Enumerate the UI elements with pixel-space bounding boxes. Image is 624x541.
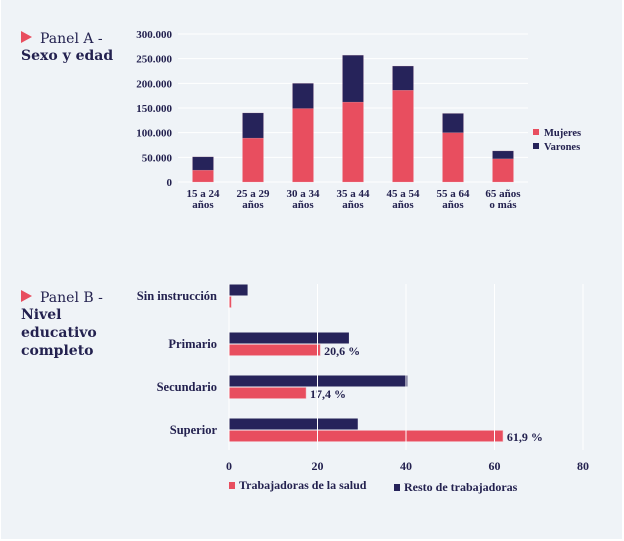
- x-tick-label: o más: [489, 199, 517, 211]
- y-tick-label: 250.000: [136, 54, 172, 66]
- bar-resto-de-trabajadoras: [229, 284, 248, 296]
- x-tick-label: años: [342, 199, 364, 211]
- panel-b-chart: Sin instrucción Primario 20,6 % Secundario 1…: [137, 284, 589, 494]
- y-tick-label: 200.000: [136, 78, 172, 90]
- x-tick-label: años: [392, 199, 414, 211]
- x-tick-label: 30 a 34: [287, 188, 321, 200]
- x-tick-label: 0: [226, 459, 232, 473]
- x-tick-label: 20: [312, 459, 324, 473]
- x-tick-label: años: [242, 199, 264, 211]
- bar-resto-de-trabajadoras: [229, 418, 358, 430]
- x-tick-label: años: [292, 199, 314, 211]
- bar-mujeres: [292, 108, 314, 183]
- legend-label-varones: Varones: [544, 142, 580, 153]
- y-category-label: Secundario: [157, 380, 217, 394]
- legend-swatch-varones: [533, 143, 539, 149]
- panel-b-title: Panel B - Nivel educativo completo: [21, 287, 103, 360]
- x-tick-label: 15 a 24: [187, 188, 221, 200]
- x-tick-label: 60: [489, 459, 501, 473]
- x-tick-label: 45 a 54: [387, 188, 421, 200]
- panel-a-subtitle: Sexo y edad: [21, 48, 114, 64]
- x-tick-label: años: [192, 199, 214, 211]
- bar-varones: [192, 156, 214, 171]
- data-label: 61,9 %: [507, 430, 543, 444]
- bar-mujeres: [242, 137, 264, 183]
- legend-label-resto-de-trabajadoras: Resto de trabajadoras: [404, 480, 518, 494]
- y-tick-label: 300.000: [136, 29, 172, 41]
- data-label: 17,4 %: [310, 387, 346, 401]
- panel-a-chart: 0 50.000 100.000 150.000 200.000 250.000 300.0…: [136, 29, 581, 211]
- y-category-label: Primario: [168, 337, 217, 351]
- y-tick-label: 50.000: [142, 152, 173, 164]
- bar-mujeres: [392, 89, 414, 183]
- bar-trabajadoras-de-la-salud: [228, 430, 504, 442]
- panel-a-label: Panel A -: [40, 31, 103, 47]
- x-tick-label: 80: [577, 459, 589, 473]
- legend-label-mujeres: Mujeres: [544, 128, 581, 139]
- x-tick-label: 35 a 44: [337, 188, 371, 200]
- legend-swatch-mujeres: [533, 129, 539, 135]
- bar-mujeres: [342, 101, 364, 183]
- bar-varones: [342, 54, 364, 103]
- bar-mujeres: [492, 158, 514, 183]
- panel-b-subtitle-line-1: Nivel: [21, 307, 62, 323]
- panel-b-subtitle-line-3: completo: [21, 343, 94, 359]
- bar-resto-de-trabajadoras: [229, 375, 408, 387]
- bar-varones: [492, 150, 514, 160]
- y-tick-label: 100.000: [136, 128, 172, 140]
- data-label: 20,6 %: [324, 344, 360, 358]
- bar-varones: [392, 65, 414, 91]
- panel-b-subtitle-line-2: educativo: [21, 325, 97, 341]
- x-tick-label: 55 a 64: [437, 188, 471, 200]
- y-tick-label: 0: [167, 177, 173, 189]
- bar-varones: [242, 112, 264, 139]
- x-tick-label: 65 años: [485, 188, 521, 200]
- panel-a-title: Panel A - Sexo y edad: [21, 28, 113, 65]
- bar-varones: [442, 113, 464, 133]
- bar-varones: [292, 83, 314, 109]
- x-tick-label: años: [442, 199, 464, 211]
- bar-mujeres: [442, 132, 464, 183]
- bar-trabajadoras-de-la-salud: [228, 344, 321, 356]
- legend-swatch-trabajadoras-de-la-salud: [229, 482, 235, 489]
- legend-swatch-resto-de-trabajadoras: [394, 484, 400, 491]
- legend-label-trabajadoras-de-la-salud: Trabajadoras de la salud: [239, 478, 367, 492]
- bar-resto-de-trabajadoras: [229, 332, 349, 344]
- triangle-bullet-icon: [21, 31, 32, 43]
- y-tick-label: 150.000: [136, 103, 172, 115]
- triangle-bullet-icon: [21, 290, 32, 302]
- y-category-label: Sin instrucción: [137, 289, 217, 303]
- y-category-label: Superior: [170, 423, 218, 437]
- bar-mujeres: [192, 169, 214, 183]
- x-tick-label: 25 a 29: [237, 188, 271, 200]
- x-tick-label: 40: [400, 459, 412, 473]
- panel-b-label: Panel B -: [40, 290, 103, 306]
- bar-trabajadoras-de-la-salud: [228, 387, 307, 399]
